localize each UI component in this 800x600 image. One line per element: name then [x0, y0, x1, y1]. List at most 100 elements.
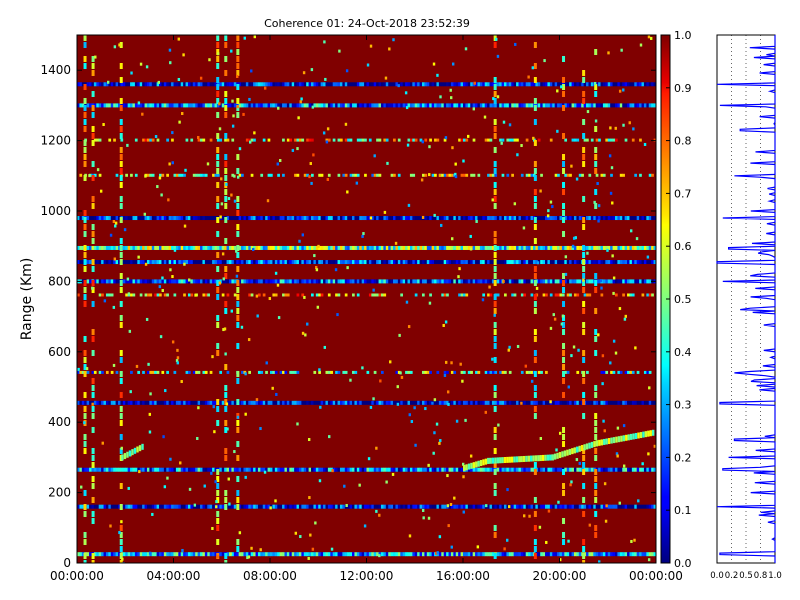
heatmap-cell [540, 216, 543, 221]
x-tick-label: 20:00:00 [533, 569, 587, 583]
heatmap-cell [347, 245, 350, 250]
heatmap-cell [540, 103, 543, 108]
heatmap-cell [562, 154, 566, 160]
heatmap-cell [582, 483, 586, 489]
heatmap-cell [91, 402, 94, 406]
heatmap-cell [495, 37, 498, 41]
heatmap-cell [467, 245, 471, 250]
heatmap-cell [417, 103, 420, 108]
heatmap-cell [119, 546, 123, 552]
heatmap-cell [204, 467, 208, 472]
heatmap-cell [219, 552, 223, 557]
heatmap-cell [395, 260, 399, 265]
heatmap-cell [542, 504, 546, 509]
heatmap-cell [79, 82, 83, 87]
heatmap-cell [282, 103, 285, 108]
heatmap-cell [243, 467, 247, 472]
heatmap-cell [303, 279, 307, 284]
heatmap-cell [582, 371, 586, 377]
heatmap-cell [200, 504, 203, 509]
heatmap-cell [564, 400, 568, 405]
heatmap-cell [192, 279, 196, 284]
heatmap-cell [573, 293, 577, 297]
echo-cell [126, 451, 129, 458]
heatmap-cell [525, 82, 529, 87]
heatmap-cell [118, 279, 121, 284]
heatmap-cell [405, 260, 408, 265]
heatmap-cell [178, 552, 182, 557]
heatmap-cell [228, 467, 232, 472]
heatmap-cell [641, 293, 645, 297]
y-tick-label: 0 [63, 556, 71, 570]
heatmap-cell [216, 497, 220, 503]
heatmap-cell [457, 275, 460, 279]
heatmap-cell [325, 216, 329, 221]
heatmap-cell [624, 82, 628, 87]
heatmap-cell [267, 245, 271, 250]
heatmap-cell [315, 216, 319, 221]
heatmap-cell [646, 279, 650, 284]
heatmap-cell [397, 279, 401, 284]
heatmap-cell [369, 44, 373, 48]
heatmap-cell [156, 138, 160, 142]
heatmap-cell [582, 511, 586, 517]
heatmap-cell [178, 120, 181, 124]
heatmap-cell [125, 293, 128, 297]
echo-cell [566, 449, 569, 456]
heatmap-cell [636, 370, 640, 374]
heatmap-cell [453, 216, 457, 221]
heatmap-cell [598, 103, 601, 108]
heatmap-cell [393, 103, 396, 108]
heatmap-cell [318, 370, 321, 374]
heatmap-cell [523, 293, 527, 297]
heatmap-cell [168, 260, 172, 265]
heatmap-cell [465, 216, 469, 221]
heatmap-cell [631, 103, 635, 108]
heatmap-cell [385, 400, 389, 405]
heatmap-cell [298, 467, 302, 472]
heatmap-cell [300, 97, 303, 101]
echo-cell [530, 455, 533, 462]
heatmap-cell [562, 343, 566, 349]
heatmap-cell [636, 279, 640, 284]
heatmap-cell [607, 245, 611, 250]
heatmap-cell [180, 245, 184, 250]
heatmap-cell [359, 400, 362, 405]
heatmap-cell [114, 224, 117, 228]
heatmap-cell [549, 245, 553, 250]
heatmap-cell [180, 400, 184, 405]
heatmap-cell [547, 279, 551, 284]
heatmap-cell [77, 504, 80, 509]
heatmap-cell [177, 77, 181, 81]
heatmap-cell [284, 467, 288, 472]
heatmap-cell [197, 216, 201, 221]
heatmap-cell [554, 293, 558, 297]
heatmap-cell [359, 279, 362, 284]
heatmap-cell [171, 467, 174, 472]
heatmap-cell [98, 504, 102, 509]
heatmap-cell [421, 279, 425, 284]
heatmap-cell [349, 138, 353, 142]
heatmap-cell [323, 40, 326, 44]
heatmap-cell [421, 215, 425, 219]
heatmap-cell [200, 82, 203, 87]
heatmap-cell [557, 260, 560, 265]
heatmap-cell [595, 245, 599, 250]
heatmap-cell [583, 138, 587, 142]
heatmap-cell [332, 245, 336, 250]
heatmap-cell [622, 552, 625, 557]
heatmap-cell [308, 245, 312, 250]
heatmap-cell [83, 175, 87, 181]
heatmap-cell [604, 519, 608, 523]
heatmap-cell [508, 216, 512, 221]
heatmap-cell [573, 279, 577, 284]
heatmap-cell [139, 504, 143, 509]
heatmap-cell [605, 103, 609, 108]
heatmap-cell [113, 279, 116, 284]
heatmap-cell [96, 400, 100, 405]
heatmap-cell [390, 504, 394, 509]
heatmap-cell [103, 299, 107, 303]
heatmap-cell [448, 103, 452, 108]
heatmap-cell [629, 467, 633, 472]
heatmap-cell [467, 103, 471, 108]
